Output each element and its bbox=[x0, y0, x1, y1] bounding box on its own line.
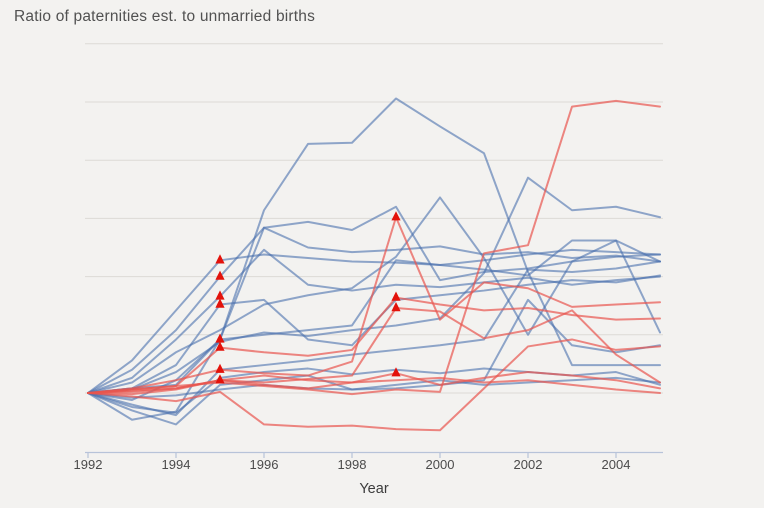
line-series-blue-02 bbox=[87, 176, 661, 394]
event-marker-triangle bbox=[391, 211, 401, 221]
event-marker-triangle bbox=[215, 270, 225, 280]
line-series-red-01 bbox=[87, 99, 661, 396]
line-series-red-07 bbox=[87, 338, 661, 432]
event-marker-triangle bbox=[215, 254, 225, 264]
line-series-blue-12 bbox=[87, 376, 661, 399]
event-marker-triangle bbox=[391, 367, 401, 377]
event-marker-triangle bbox=[215, 333, 225, 343]
x-tick-label: 1998 bbox=[338, 457, 367, 472]
line-series-blue-04 bbox=[87, 248, 661, 394]
x-axis-title: Year bbox=[359, 481, 389, 497]
line-series-blue-05 bbox=[87, 205, 661, 394]
x-tick-label: 1994 bbox=[162, 457, 191, 472]
line-series-blue-08 bbox=[87, 239, 661, 401]
x-tick-label: 1992 bbox=[74, 457, 103, 472]
x-tick-label: 2000 bbox=[426, 457, 455, 472]
line-series-blue-11 bbox=[87, 298, 661, 426]
line-series-red-06 bbox=[87, 374, 661, 394]
chart-title: Ratio of paternities est. to unmarried b… bbox=[14, 8, 316, 25]
x-tick-label: 2004 bbox=[602, 457, 631, 472]
event-marker-triangle bbox=[391, 291, 401, 301]
event-marker-triangle bbox=[215, 363, 225, 373]
event-marker-triangle bbox=[215, 290, 225, 300]
x-tick-label: 1996 bbox=[250, 457, 279, 472]
event-marker-triangle bbox=[215, 298, 225, 308]
event-marker-triangle bbox=[391, 302, 401, 312]
line-series-blue-01 bbox=[87, 97, 661, 394]
event-marker-triangle bbox=[215, 374, 225, 384]
event-marker-triangle bbox=[215, 341, 225, 351]
line-series-blue-03 bbox=[87, 196, 661, 394]
x-tick-label: 2002 bbox=[514, 457, 543, 472]
